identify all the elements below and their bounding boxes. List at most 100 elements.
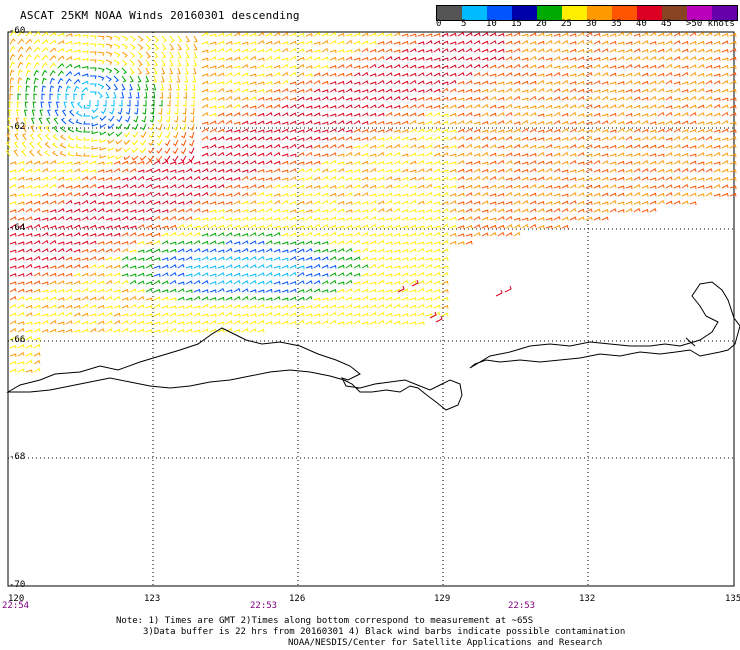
wind-barb: [25, 336, 33, 341]
wind-barb: [497, 184, 505, 189]
wind-barb: [297, 248, 305, 253]
wind-barb: [193, 257, 201, 262]
wind-barb: [353, 209, 361, 213]
wind-barb: [353, 288, 361, 293]
wind-barb: [281, 249, 289, 254]
wind-barb: [181, 123, 187, 131]
wind-barb: [657, 56, 665, 61]
wind-barb: [385, 72, 393, 77]
wind-barb: [369, 200, 377, 205]
wind-barb: [225, 160, 233, 165]
wind-barb: [377, 264, 385, 269]
wind-barb: [489, 152, 497, 157]
wind-barb: [145, 43, 151, 51]
wind-barb: [361, 201, 369, 205]
wind-barb: [192, 75, 197, 83]
wind-barb: [67, 135, 75, 141]
wind-barb: [577, 113, 585, 117]
wind-barb: [233, 176, 241, 181]
wind-barb: [25, 352, 33, 357]
wind-barb: [321, 192, 329, 197]
wind-barb: [273, 256, 281, 261]
wind-barb: [257, 208, 265, 213]
wind-barb: [465, 143, 473, 149]
wind-barb: [441, 104, 449, 109]
wind-barb: [329, 185, 337, 189]
wind-barb: [617, 185, 625, 190]
wind-barb: [150, 100, 155, 107]
wind-barb: [9, 241, 17, 246]
wind-barb: [25, 225, 33, 229]
wind-barb: [161, 184, 169, 189]
wind-barb: [473, 32, 481, 37]
wind-barb: [257, 255, 265, 261]
wind-barb: [73, 33, 81, 38]
wind-barb: [393, 112, 401, 117]
wind-barb: [89, 160, 97, 165]
wind-barb: [177, 208, 185, 213]
wind-barb: [321, 199, 329, 205]
wind-barb: [513, 137, 521, 141]
wind-barb: [665, 168, 673, 173]
wind-barb: [513, 168, 521, 173]
wind-barb: [97, 184, 105, 189]
wind-barb: [377, 112, 385, 117]
wind-barb: [577, 216, 585, 221]
wind-barb: [57, 184, 65, 189]
wind-barb: [585, 201, 593, 205]
wind-barb: [521, 119, 529, 125]
wind-barb: [329, 65, 337, 69]
wind-barb: [193, 208, 201, 213]
wind-barb: [121, 200, 129, 205]
wind-barb: [120, 91, 125, 99]
wind-barb: [25, 193, 33, 197]
wind-barb: [174, 100, 179, 107]
wind-barb: [417, 200, 425, 205]
wind-barb: [108, 115, 115, 122]
wind-barb: [345, 184, 353, 189]
wind-barb: [617, 127, 625, 133]
wind-barb: [49, 160, 57, 165]
wind-barb: [729, 185, 737, 190]
wind-barb: [41, 304, 49, 309]
wind-barb: [577, 64, 585, 69]
wind-barb: [233, 320, 241, 325]
wind-barb: [713, 145, 721, 149]
wind-barb: [417, 121, 425, 126]
wind-barb: [729, 136, 737, 141]
wind-barb: [241, 104, 249, 109]
wind-barb: [681, 192, 689, 197]
wind-barb: [233, 272, 241, 277]
wind-barb: [609, 177, 617, 182]
wind-barb: [369, 96, 377, 101]
wind-barb: [105, 59, 113, 65]
wind-barb: [657, 144, 665, 149]
wind-barb: [681, 200, 689, 205]
wind-barb: [337, 232, 345, 237]
wind-barb: [105, 328, 113, 333]
wind-barb: [457, 160, 465, 165]
wind-barb: [401, 112, 409, 117]
wind-barb: [553, 185, 561, 190]
wind-barb: [121, 177, 129, 181]
wind-barb: [177, 169, 185, 174]
wind-barb: [425, 297, 433, 301]
wind-barb: [377, 312, 385, 317]
wind-barb: [75, 119, 83, 125]
wind-barb: [129, 240, 137, 245]
wind-barb: [433, 231, 441, 237]
wind-barb: [705, 96, 713, 101]
wind-barb: [52, 134, 59, 141]
wind-barb: [385, 121, 393, 126]
wind-barb: [529, 41, 537, 45]
wind-barb: [217, 209, 225, 213]
wind-barb: [188, 147, 195, 155]
wind-barb: [465, 208, 473, 213]
wind-barb: [121, 304, 129, 309]
wind-barb: [257, 184, 265, 189]
wind-barb: [273, 97, 281, 102]
wind-barb: [369, 120, 377, 125]
wind-barb: [273, 265, 281, 270]
wind-barb: [417, 33, 425, 38]
wind-barb: [137, 59, 143, 67]
